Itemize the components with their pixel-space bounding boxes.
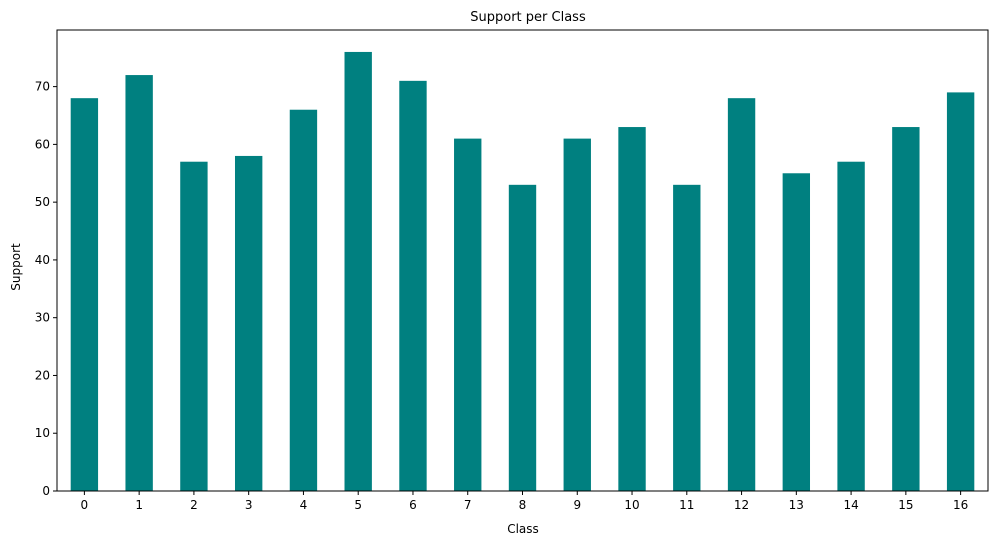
x-tick-label: 15 <box>898 498 913 512</box>
bar-class-13 <box>782 173 811 491</box>
bar-class-0 <box>70 98 99 492</box>
x-tick-label: 11 <box>679 498 694 512</box>
plot-area <box>56 29 989 492</box>
bar-class-2 <box>180 161 208 491</box>
x-tick-label: 12 <box>734 498 749 512</box>
x-tick-label: 14 <box>843 498 858 512</box>
x-tick-label: 4 <box>300 498 308 512</box>
y-axis-label: Support <box>9 243 23 291</box>
bar-class-5 <box>344 51 372 491</box>
x-tick-label: 0 <box>81 498 89 512</box>
x-tick-label: 6 <box>409 498 417 512</box>
bar-class-7 <box>454 138 482 492</box>
bar-class-3 <box>234 155 263 491</box>
y-tick-label: 60 <box>35 137 50 151</box>
bar-class-1 <box>125 75 153 491</box>
bar-class-6 <box>399 80 427 491</box>
y-tick-label: 70 <box>35 80 50 94</box>
x-tick-label: 7 <box>464 498 472 512</box>
bar-class-16 <box>946 92 975 491</box>
y-tick-label: 30 <box>35 311 50 325</box>
x-tick-label: 5 <box>354 498 362 512</box>
bar-class-4 <box>289 109 318 491</box>
bar-class-15 <box>892 127 920 492</box>
y-tick-label: 0 <box>42 484 50 498</box>
x-tick-label: 16 <box>953 498 968 512</box>
y-tick-label: 20 <box>35 368 50 382</box>
x-tick-label: 1 <box>135 498 143 512</box>
x-tick-label: 8 <box>519 498 527 512</box>
bar-class-11 <box>673 184 701 491</box>
bar-class-10 <box>618 127 646 492</box>
y-tick-label: 50 <box>35 195 50 209</box>
bar-class-9 <box>563 138 591 492</box>
x-axis: 0 1 2 3 4 5 6 7 8 9 10 11 12 13 14 15 16 <box>81 491 968 512</box>
y-tick-label: 40 <box>35 253 50 267</box>
y-tick-label: 10 <box>35 426 50 440</box>
x-tick-label: 10 <box>624 498 639 512</box>
y-axis: 0 10 20 30 40 50 60 70 <box>35 80 57 498</box>
x-tick-label: 2 <box>190 498 198 512</box>
x-tick-label: 9 <box>573 498 581 512</box>
x-axis-label: Class <box>507 522 539 536</box>
bar-class-12 <box>727 98 756 492</box>
bar-class-14 <box>837 161 865 491</box>
chart-title: Support per Class <box>470 10 586 25</box>
bar-class-8 <box>508 184 537 491</box>
x-tick-label: 3 <box>245 498 253 512</box>
x-tick-label: 13 <box>789 498 804 512</box>
